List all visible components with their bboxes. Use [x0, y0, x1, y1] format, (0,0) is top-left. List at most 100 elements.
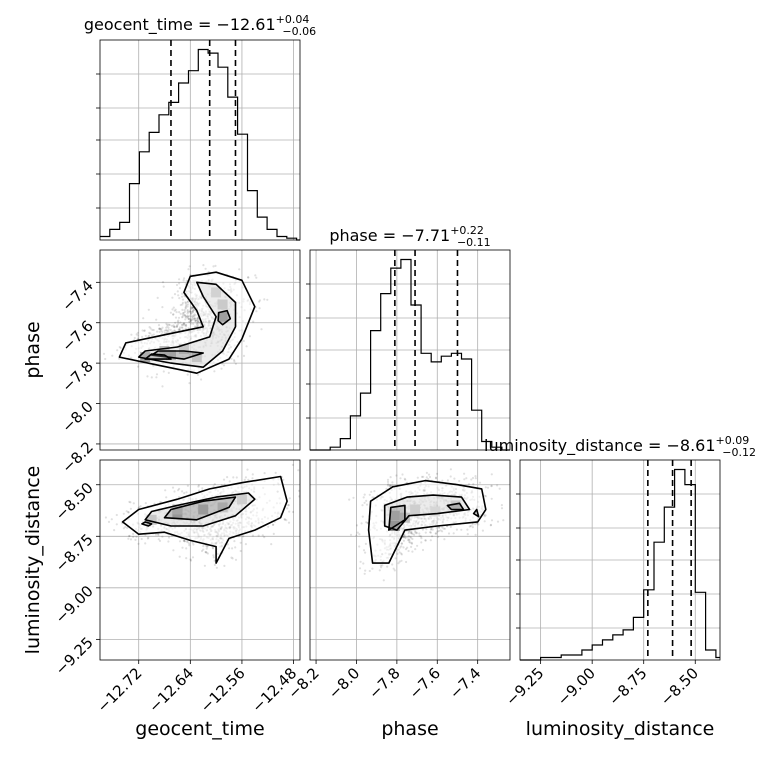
- sample-point: [196, 320, 199, 323]
- sample-point: [184, 301, 187, 304]
- panel-frame: [99, 459, 301, 661]
- sample-point: [378, 569, 381, 572]
- sample-point: [348, 498, 351, 501]
- sample-point: [137, 365, 140, 368]
- sample-point: [484, 486, 487, 489]
- sample-point: [287, 521, 291, 524]
- sample-point: [189, 306, 193, 309]
- sample-point: [187, 268, 190, 271]
- sample-point: [302, 497, 304, 499]
- sample-point: [115, 513, 118, 517]
- sample-point: [438, 526, 441, 529]
- sample-point: [429, 528, 433, 531]
- sample-point: [165, 496, 168, 499]
- sample-point: [420, 537, 423, 540]
- x-tick-label: −7.8: [365, 664, 403, 702]
- sample-point: [182, 279, 185, 282]
- sample-point: [474, 475, 477, 478]
- sample-point: [189, 319, 192, 322]
- sample-point: [159, 328, 162, 331]
- sample-point: [161, 535, 164, 538]
- sample-point: [406, 546, 409, 549]
- sample-point: [358, 545, 361, 548]
- sample-point: [490, 497, 493, 500]
- sample-point: [177, 294, 180, 297]
- sample-point: [404, 548, 408, 551]
- sample-point: [483, 515, 486, 518]
- sample-point: [411, 537, 414, 541]
- sample-point: [146, 375, 149, 378]
- sample-point: [415, 532, 418, 535]
- sample-point: [200, 378, 203, 381]
- sample-point: [468, 525, 471, 528]
- histogram-step: [520, 468, 720, 661]
- sample-point: [155, 376, 158, 379]
- sample-point: [447, 532, 451, 535]
- sample-point: [407, 532, 410, 535]
- sample-point: [389, 476, 392, 479]
- sample-point: [213, 483, 216, 486]
- sample-point: [418, 534, 421, 537]
- sample-point: [181, 301, 184, 304]
- sample-point: [238, 268, 241, 271]
- sample-point: [185, 491, 188, 494]
- sample-point: [202, 548, 205, 551]
- sample-point: [389, 484, 392, 488]
- sample-point: [243, 478, 246, 481]
- sample-point: [184, 302, 187, 305]
- sample-point: [386, 478, 390, 481]
- sample-point: [185, 279, 188, 282]
- sample-point: [188, 315, 191, 318]
- sample-point: [366, 521, 369, 524]
- sample-point: [129, 507, 132, 510]
- sample-point: [443, 527, 446, 530]
- histogram-step: [100, 48, 300, 241]
- y-ticks: −8.2−8.0−7.8−7.6−7.4: [58, 276, 100, 477]
- sample-point: [266, 298, 269, 301]
- sample-point: [192, 318, 195, 321]
- sample-point: [182, 539, 185, 542]
- sample-point: [393, 569, 396, 572]
- sample-point: [194, 319, 197, 322]
- sample-point: [197, 325, 200, 328]
- sample-point: [242, 535, 245, 538]
- panel-scatter-luminosity-distance-vs-phase: −8.2 −8.0 −7.8 −7.6 −7.4: [284, 459, 511, 703]
- sample-point: [157, 533, 160, 537]
- sample-point: [455, 528, 458, 531]
- sample-point: [189, 558, 192, 561]
- sample-point: [156, 533, 160, 536]
- sample-point: [413, 533, 416, 536]
- sample-point: [400, 553, 403, 556]
- sample-point: [404, 478, 407, 481]
- sample-point: [197, 322, 200, 325]
- sample-point: [183, 309, 186, 312]
- sample-point: [379, 564, 382, 567]
- sample-point: [186, 315, 189, 318]
- sample-point: [188, 382, 191, 385]
- contour-line: [163, 496, 237, 521]
- sample-point: [104, 516, 107, 519]
- sample-point: [185, 316, 188, 319]
- sample-point: [441, 530, 444, 533]
- sample-point: [484, 514, 487, 517]
- sample-point: [274, 471, 277, 474]
- sample-point: [407, 530, 411, 533]
- sample-point: [363, 572, 366, 575]
- sample-point: [189, 321, 192, 324]
- sample-point: [441, 479, 444, 482]
- x-axis-label-luminosity-distance: luminosity_distance: [526, 718, 715, 740]
- sample-point: [483, 520, 486, 523]
- sample-point: [205, 551, 208, 554]
- x-ticks: −8.2 −8.0 −7.8 −7.6 −7.4: [284, 660, 485, 703]
- sample-point: [186, 484, 189, 487]
- sample-point: [409, 531, 413, 534]
- sample-point: [166, 323, 169, 326]
- sample-point: [169, 328, 172, 331]
- sample-point: [285, 519, 288, 522]
- sample-point: [129, 538, 133, 541]
- sample-point: [438, 526, 441, 529]
- sample-point: [183, 295, 186, 298]
- x-tick-label: −7.4: [446, 664, 484, 702]
- sample-point: [136, 334, 139, 337]
- sample-point: [355, 524, 359, 527]
